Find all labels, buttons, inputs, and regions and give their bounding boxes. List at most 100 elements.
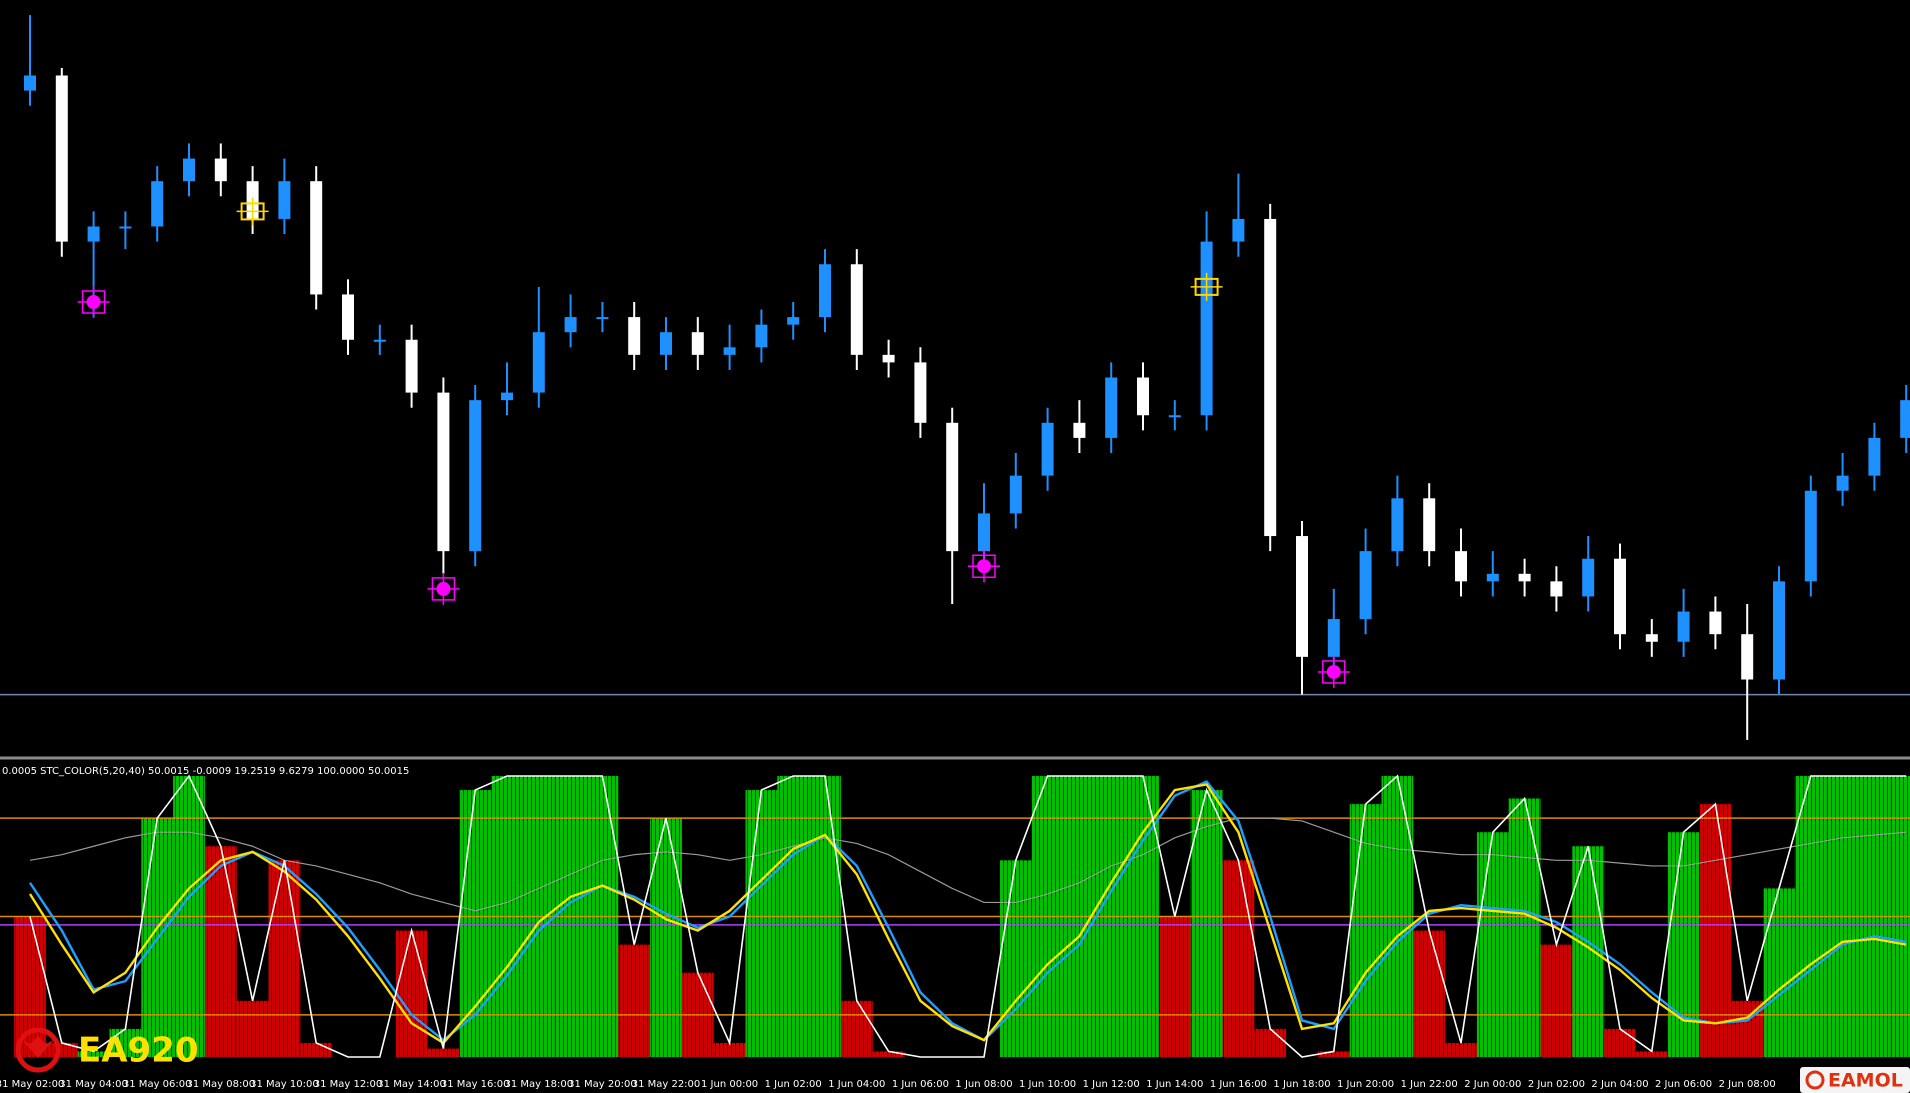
signal-marker: [1317, 655, 1350, 688]
candle-body: [946, 422, 959, 552]
candle-body: [1614, 558, 1626, 635]
candle-body: [1073, 422, 1086, 438]
candle-body: [1836, 475, 1849, 491]
x-tick-label: 31 May 10:00: [250, 1079, 319, 1090]
signal-dot: [977, 559, 991, 574]
x-tick-label: 1 Jun 14:00: [1146, 1079, 1203, 1090]
candle-body: [1582, 558, 1595, 597]
signal-dot: [436, 581, 451, 596]
candle-body: [1423, 498, 1436, 552]
x-tick-label: 1 Jun 00:00: [701, 1079, 758, 1090]
candle-body: [24, 75, 36, 91]
candle-body: [501, 392, 513, 401]
indicator-line: [29, 780, 1907, 1042]
signal-dot: [86, 295, 101, 309]
signal-marker: [236, 197, 269, 226]
candle-body: [1455, 551, 1467, 582]
candle-body: [723, 347, 736, 355]
candle-body: [405, 339, 418, 393]
candle-body: [1391, 498, 1404, 552]
x-tick-label: 2 Jun 06:00: [1655, 1079, 1712, 1090]
candle-body: [1137, 377, 1149, 416]
candle-body: [1645, 634, 1658, 642]
x-tick-label: 31 May 14:00: [377, 1079, 446, 1090]
x-tick-label: 31 May 18:00: [505, 1079, 574, 1090]
price-panel: [0, 15, 1910, 740]
candle-body: [87, 226, 100, 242]
x-tick-label: 1 Jun 04:00: [828, 1079, 885, 1090]
x-tick-label: 1 Jun 10:00: [1019, 1079, 1076, 1090]
logo-left: EA920: [15, 1027, 199, 1073]
logo-text: EAMOL: [1828, 1070, 1903, 1092]
candle-body: [914, 362, 927, 423]
logo-icon: [22, 1036, 54, 1058]
signal-square: [240, 202, 265, 221]
x-tick-label: 1 Jun 18:00: [1273, 1079, 1330, 1090]
candle-body: [1168, 415, 1181, 418]
x-tick-label: 31 May 16:00: [441, 1079, 510, 1090]
indicator-panel: [0, 766, 1910, 1064]
candle-body: [755, 324, 768, 348]
x-tick-label: 2 Jun 02:00: [1528, 1079, 1585, 1090]
x-tick-label: 31 May 08:00: [187, 1079, 256, 1090]
x-tick-label: 31 May 12:00: [314, 1079, 383, 1090]
signal-marker: [77, 286, 110, 318]
x-tick-label: 31 May 02:00: [0, 1079, 64, 1090]
candle-body: [1804, 490, 1817, 582]
logo-icon: [15, 1027, 61, 1073]
candle-body: [1709, 611, 1722, 635]
x-tick-label: 31 May 06:00: [123, 1079, 192, 1090]
signal-marker: [968, 550, 1000, 583]
candle-body: [1041, 422, 1054, 476]
x-tick-label: 2 Jun 00:00: [1464, 1079, 1521, 1090]
x-tick-label: 31 May 20:00: [568, 1079, 637, 1090]
candle-body: [373, 339, 386, 342]
candle-body: [342, 294, 354, 340]
x-tick-label: 1 Jun 08:00: [955, 1079, 1012, 1090]
candle-body: [1677, 611, 1690, 642]
candle-body: [596, 317, 609, 320]
candle-body: [660, 332, 672, 355]
x-tick-label: 2 Jun 08:00: [1719, 1079, 1776, 1090]
logo-text: EA920: [78, 1031, 199, 1071]
candle-body: [691, 332, 704, 355]
candle-body: [564, 317, 577, 333]
candle-body: [437, 392, 450, 552]
indicator-line: [28, 783, 1907, 1045]
candle-body: [978, 513, 990, 552]
candle-body: [1359, 551, 1372, 620]
candle-body: [1200, 241, 1213, 416]
candle-body: [1518, 573, 1531, 582]
candle-body: [1232, 218, 1245, 242]
candle-body: [119, 226, 132, 229]
x-tick-label: 1 Jun 20:00: [1337, 1079, 1394, 1090]
candle-body: [882, 354, 895, 363]
candle-body: [1296, 536, 1308, 657]
signal-dot: [1326, 664, 1341, 679]
candle-body: [151, 181, 164, 227]
logo-box: [1800, 1067, 1910, 1093]
x-tick-label: 1 Jun 02:00: [765, 1079, 822, 1090]
x-tick-label: 1 Jun 06:00: [892, 1079, 949, 1090]
candle-body: [278, 181, 291, 219]
candle-body: [1009, 475, 1022, 514]
candle-body: [628, 317, 641, 355]
x-tick-label: 31 May 22:00: [632, 1079, 701, 1090]
logo-right: EAMOL: [1800, 1067, 1910, 1093]
x-tick-label: 31 May 04:00: [59, 1079, 128, 1090]
candle-body: [55, 75, 68, 242]
candle-body: [1741, 634, 1754, 680]
x-tick-label: 2 Jun 04:00: [1591, 1079, 1648, 1090]
candle-body: [1486, 573, 1499, 582]
candle-body: [310, 181, 323, 295]
candle-body: [1773, 581, 1785, 680]
candle-body: [183, 158, 195, 182]
indicator-label: 0.0005 STC_COLOR(5,20,40) 50.0015 -0.000…: [2, 766, 409, 777]
stc-line: [29, 774, 1907, 1058]
candle-body: [532, 332, 545, 393]
candle-body: [469, 400, 482, 552]
signal-marker: [427, 572, 460, 605]
candle-body: [787, 317, 800, 325]
signal-marker: [1190, 272, 1223, 301]
